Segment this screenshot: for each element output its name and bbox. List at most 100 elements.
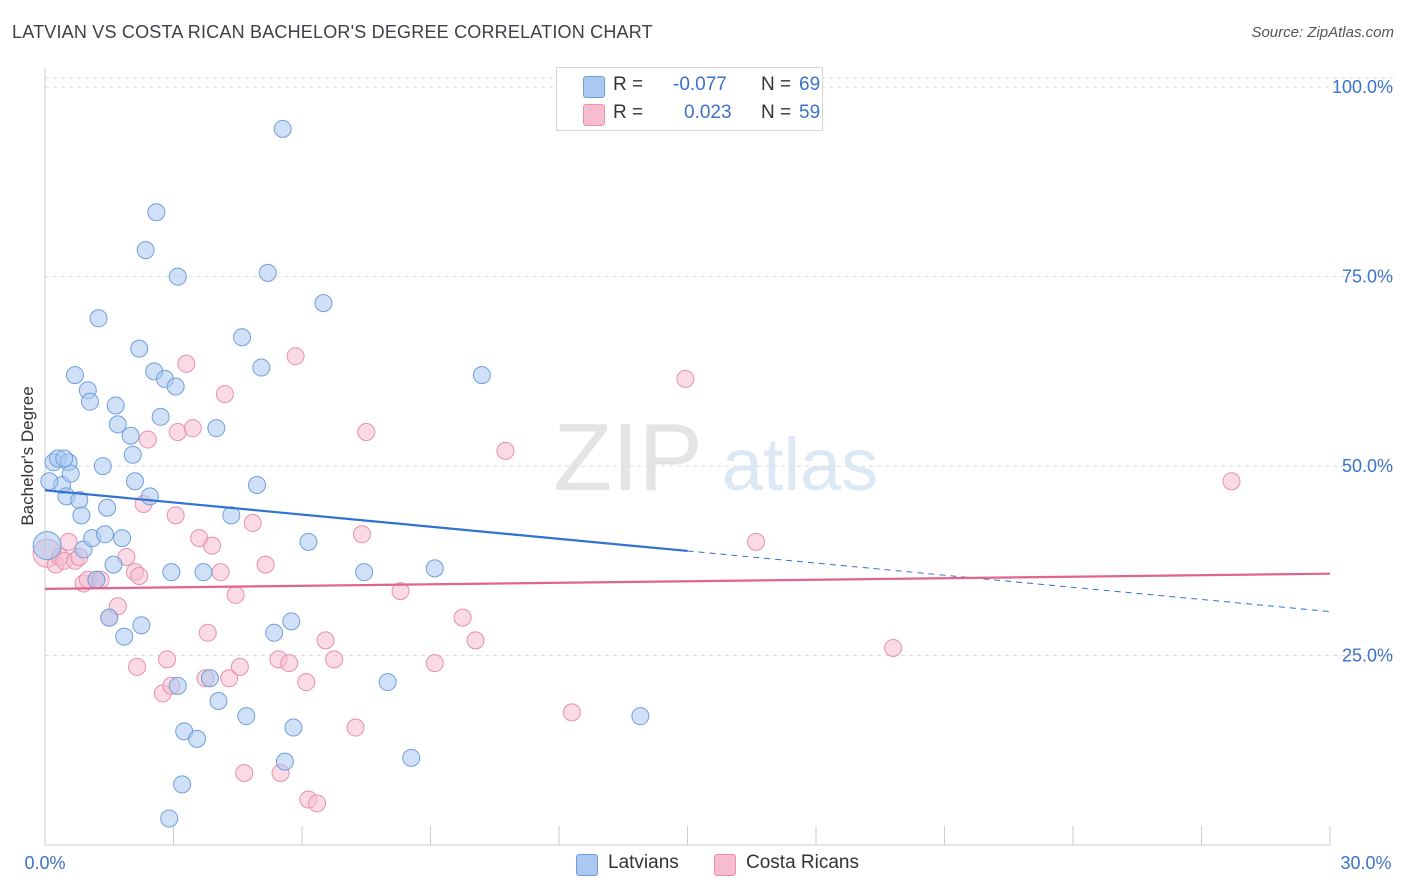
costa-ricans-trend-line (44, 572, 1331, 590)
r-label: R = (613, 102, 644, 123)
y-tick-label: 25.0% (1342, 646, 1393, 666)
latvians-point (72, 506, 91, 525)
costa-ricans-point (220, 669, 239, 688)
n-label: N = (761, 102, 792, 123)
latvians-point (147, 203, 166, 222)
costa-ricans-point (243, 513, 262, 532)
tick-labels: 25.0% 50.0% 75.0% 100.0% 0.0% 30.0% (24, 77, 1393, 873)
latvians-point (98, 498, 117, 517)
stats-legend: R = -0.077 N = 69 R = 0.023 N = 59 (556, 67, 823, 131)
latvians-point (273, 119, 292, 138)
latvians-point (123, 445, 142, 464)
latvians-point (282, 612, 301, 631)
latvians-point (355, 563, 374, 582)
x-tick-label: 0.0% (24, 853, 65, 873)
costa-ricans-point (425, 654, 444, 673)
latvians-point (55, 449, 74, 468)
latvians-point (65, 366, 84, 385)
costa-ricans-point (325, 650, 344, 669)
x-tick-label: 30.0% (1340, 853, 1391, 873)
costa-ricans-point (346, 718, 365, 737)
latvians-point (130, 339, 149, 358)
costa-ricans-point (466, 631, 485, 650)
latvians-point (378, 673, 397, 692)
latvians-point (121, 426, 140, 445)
latvians-point (100, 608, 119, 627)
costa-ricans-point (158, 650, 177, 669)
costa-ricans-point (316, 631, 335, 650)
n-value: 69 (799, 74, 821, 95)
costa-ricans-point (286, 347, 305, 366)
costa-ricans-point (166, 506, 185, 525)
costa-ricans-point (747, 532, 766, 551)
costa-ricans-point (676, 369, 695, 388)
costa-ricans-swatch (583, 104, 605, 126)
latvians-point (200, 669, 219, 688)
latvians-point (402, 748, 421, 767)
latvians-point (136, 241, 155, 260)
latvians-point (108, 415, 127, 434)
gridlines (45, 77, 1393, 657)
costa-ricans-point (307, 794, 326, 813)
latvians-point (132, 616, 151, 635)
legend-label-latvians: Latvians (608, 852, 679, 873)
y-axis-label: Bachelor's Degree (18, 386, 37, 525)
n-value: 59 (799, 102, 821, 123)
chart-title: LATVIAN VS COSTA RICAN BACHELOR'S DEGREE… (12, 22, 653, 42)
latvians-trend-line (44, 489, 688, 553)
latvians-point (32, 531, 62, 561)
latvians-point (314, 294, 333, 313)
costa-ricans-point (183, 419, 202, 438)
latvians-point (140, 487, 159, 506)
latvians-point (188, 729, 207, 748)
latvians-points (32, 119, 650, 828)
latvians-point (151, 407, 170, 426)
latvians-point (252, 358, 271, 377)
latvians-point (194, 563, 213, 582)
costa-ricans-point (496, 441, 515, 460)
latvians-point (248, 476, 267, 495)
latvians-point (284, 718, 303, 737)
costa-ricans-point (168, 422, 187, 441)
costa-ricans-point (226, 585, 245, 604)
costa-ricans-point (177, 354, 196, 373)
n-label: N = (761, 74, 792, 95)
latvians-point (87, 570, 106, 589)
bottom-legend: Latvians Costa Ricans (0, 852, 1406, 878)
costa-ricans-point (280, 654, 299, 673)
latvians-point (115, 627, 134, 646)
legend-label-costa-ricans: Costa Ricans (746, 852, 859, 873)
costa-ricans-point (130, 566, 149, 585)
costa-ricans-point (453, 608, 472, 627)
costa-ricans-point (357, 422, 376, 441)
costa-ricans-point (352, 525, 371, 544)
latvians-point (61, 464, 80, 483)
y-tick-label: 50.0% (1342, 456, 1393, 476)
latvians-point (168, 267, 187, 286)
latvians-point (472, 366, 491, 385)
latvians-point (265, 623, 284, 642)
latvians-point (173, 775, 192, 794)
latvians-point (237, 707, 256, 726)
latvians-point (125, 472, 144, 491)
latvians-point (207, 419, 226, 438)
r-value: 0.023 (684, 102, 732, 123)
latvians-trend-extension (687, 550, 1331, 613)
costa-ricans-point (1222, 472, 1241, 491)
costa-ricans-point (562, 703, 581, 722)
costa-ricans-point (235, 764, 254, 783)
latvians-point (106, 396, 125, 415)
latvians-point (425, 559, 444, 578)
y-tick-label: 75.0% (1342, 267, 1393, 287)
r-value: -0.077 (673, 74, 727, 95)
costa-ricans-point (230, 657, 249, 676)
watermark-atlas: atlas (722, 423, 878, 506)
source-label: Source: ZipAtlas.com (1251, 24, 1394, 41)
watermark: ZIP atlas (553, 404, 878, 511)
costa-ricans-point (391, 582, 410, 601)
latvians-swatch (576, 854, 598, 876)
latvians-point (299, 532, 318, 551)
latvians-point (168, 676, 187, 695)
y-tick-label: 100.0% (1332, 77, 1393, 97)
